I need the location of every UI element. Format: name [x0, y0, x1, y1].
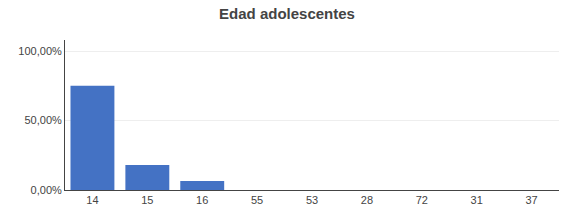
svg-text:72: 72	[416, 194, 428, 206]
svg-text:15: 15	[141, 194, 153, 206]
svg-text:0,00%: 0,00%	[31, 184, 62, 196]
svg-text:50,00%: 50,00%	[24, 114, 62, 126]
svg-text:Edad adolescentes: Edad adolescentes	[219, 5, 355, 22]
svg-text:53: 53	[306, 194, 318, 206]
svg-text:14: 14	[86, 194, 98, 206]
svg-text:55: 55	[251, 194, 263, 206]
svg-text:31: 31	[471, 194, 483, 206]
svg-text:16: 16	[196, 194, 208, 206]
svg-text:28: 28	[361, 194, 373, 206]
svg-text:37: 37	[525, 194, 537, 206]
svg-text:100,00%: 100,00%	[18, 45, 62, 57]
